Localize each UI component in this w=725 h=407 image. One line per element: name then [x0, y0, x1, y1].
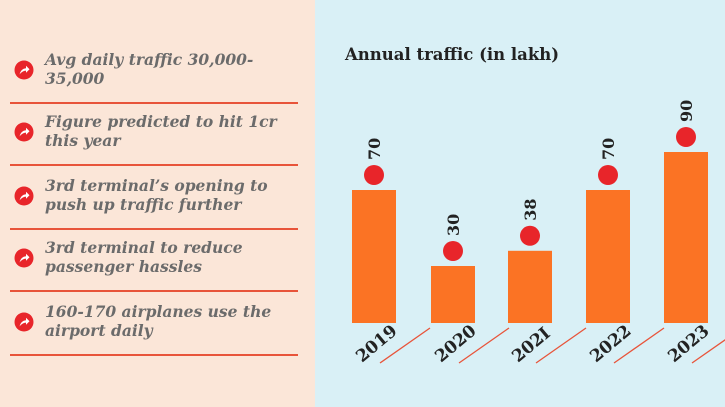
value-marker: [676, 127, 696, 147]
x-tick-label: 2019: [352, 321, 401, 367]
value-marker: [443, 241, 463, 261]
x-tick-label: 2022: [586, 321, 635, 367]
chart-title: Annual traffic (in lakh): [345, 45, 560, 64]
value-marker: [520, 225, 540, 246]
fact-item: 3rd terminal’s opening to push up traffi…: [10, 170, 298, 230]
bar-2023: [664, 152, 708, 323]
bar-2019: [352, 190, 396, 323]
x-tick-label: 2020: [431, 321, 480, 367]
arrow-badge-icon: [14, 60, 34, 80]
fact-text: 3rd terminal’s opening to push up traffi…: [45, 176, 268, 214]
value-label: 70: [365, 138, 384, 160]
bar-202I: [508, 250, 552, 323]
x-tick-line: [691, 339, 725, 364]
value-label: 70: [599, 138, 618, 160]
bar-2020: [431, 266, 475, 323]
x-tick-line: [535, 327, 587, 364]
fact-item: Figure predicted to hit 1cr this year: [10, 106, 298, 166]
fact-text: Avg daily traffic 30,000-35,000: [45, 50, 254, 88]
x-tick-label: 2023: [664, 321, 713, 367]
fact-text: 160-170 airplanes use the airport daily: [45, 302, 272, 340]
arrow-badge-icon: [14, 312, 34, 332]
x-tick-label: 202I: [508, 324, 554, 367]
facts-panel: Avg daily traffic 30,000-35,000 Figure p…: [0, 0, 315, 407]
bar-2022: [586, 190, 630, 323]
x-tick-line: [379, 327, 431, 364]
arrow-badge-icon: [14, 248, 34, 268]
fact-item: Avg daily traffic 30,000-35,000: [10, 44, 298, 104]
value-label: 90: [677, 100, 696, 122]
fact-text: Figure predicted to hit 1cr this year: [45, 112, 277, 150]
fact-item: 160-170 airplanes use the airport daily: [10, 296, 298, 356]
fact-item: 3rd terminal to reduce passenger hassles: [10, 232, 298, 292]
fact-text: 3rd terminal to reduce passenger hassles: [45, 238, 243, 276]
value-marker: [598, 165, 618, 185]
arrow-badge-icon: [14, 186, 34, 206]
value-marker: [364, 165, 384, 185]
value-label: 38: [521, 199, 540, 221]
x-tick-line: [458, 327, 510, 364]
value-label: 30: [444, 214, 463, 236]
arrow-badge-icon: [14, 122, 34, 142]
x-tick-line: [613, 327, 665, 364]
